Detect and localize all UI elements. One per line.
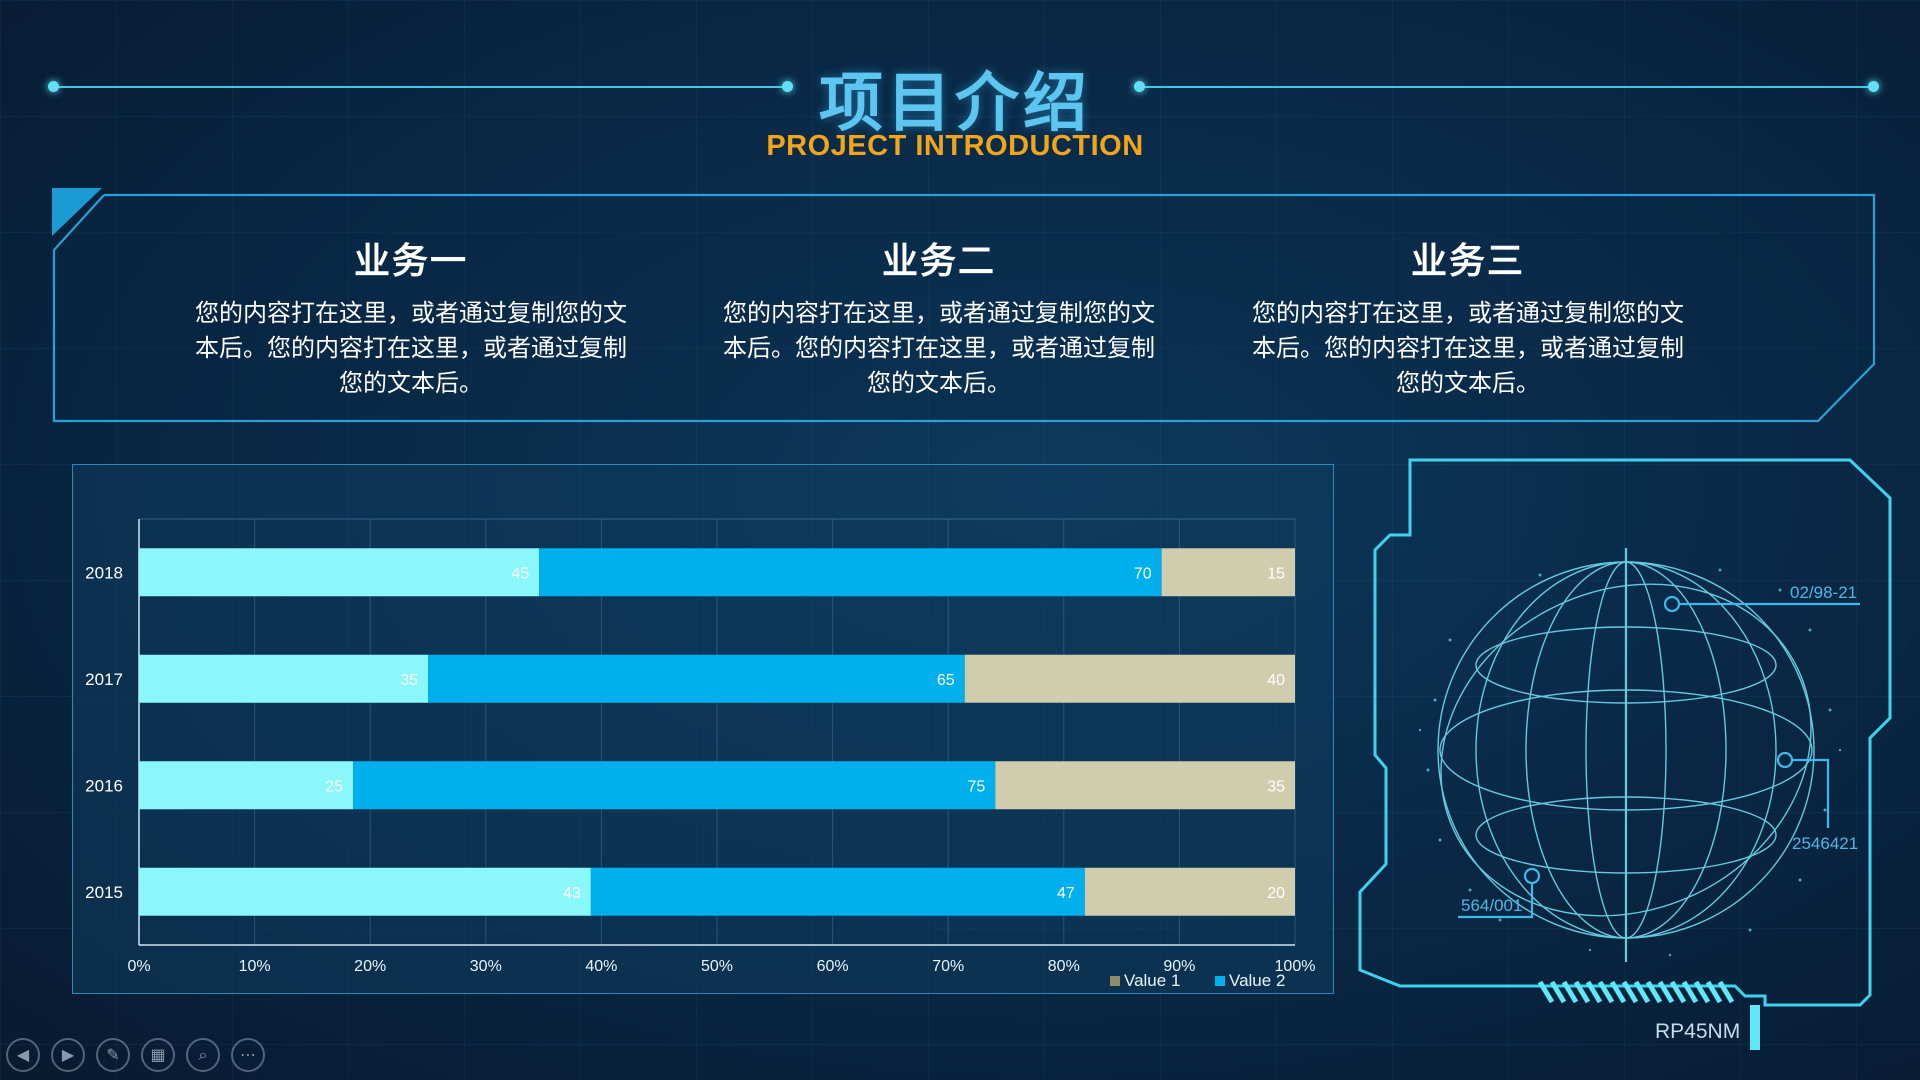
data-label: 20: [1267, 885, 1285, 902]
legend-swatch: [1215, 976, 1225, 986]
chart-legend-item: Value 2: [1215, 971, 1285, 991]
header-dot: [48, 81, 59, 92]
stacked-bar-chart: 0% 10% 20% 30% 40% 50% 60% 70% 80% 90% 100% 2018 45 7…: [85, 518, 1316, 975]
data-label: 25: [325, 778, 343, 795]
pen-button[interactable]: ✎: [96, 1038, 130, 1072]
data-label: 43: [563, 885, 581, 902]
y-tick-label: 2016: [85, 776, 123, 795]
data-label: 35: [1267, 778, 1285, 795]
bar-segment: [590, 867, 1085, 916]
hud-code-label: RP45NM: [1655, 1020, 1741, 1043]
header-line-right: [1140, 86, 1873, 88]
hud-frame: [1358, 458, 1892, 1007]
y-tick-label: 2018: [85, 563, 123, 582]
business-text: 您的内容打在这里，或者通过复制您的文本后。您的内容打在这里，或者通过复制您的文本…: [1252, 299, 1684, 397]
x-tick-label: 0%: [127, 958, 150, 975]
x-tick-label: 60%: [817, 958, 849, 975]
chevron-left-icon: ◀: [16, 1045, 30, 1064]
globe-label: 564/001: [1461, 896, 1523, 915]
x-tick-label: 10%: [239, 958, 271, 975]
zoom-button[interactable]: ⌕: [186, 1038, 220, 1072]
bar-segment: [1084, 867, 1295, 916]
bar-segment: [139, 654, 428, 703]
globe-hud-graphic: [1358, 458, 1892, 1050]
chart-legend-item: Value 1: [1110, 971, 1180, 991]
legend-swatch: [1110, 976, 1120, 986]
bar-segment: [139, 548, 540, 597]
business-title: 业务三: [1410, 241, 1525, 282]
x-tick-label: 30%: [470, 958, 502, 975]
data-label: 70: [1134, 565, 1152, 582]
data-label: 35: [400, 672, 418, 689]
business-item-2: 业务二 您的内容打在这里，或者通过复制您的文本后。您的内容打在这里，或者通过复制…: [714, 232, 1164, 401]
data-label: 65: [937, 672, 955, 689]
page-subtitle: PROJECT INTRODUCTION: [766, 130, 1144, 162]
business-item-1: 业务一 您的内容打在这里，或者通过复制您的文本后。您的内容打在这里，或者通过复制…: [186, 232, 636, 401]
business-text: 您的内容打在这里，或者通过复制您的文本后。您的内容打在这里，或者通过复制您的文本…: [195, 299, 627, 397]
business-title: 业务一: [353, 241, 468, 282]
pen-icon: ✎: [106, 1045, 120, 1064]
globe-wireframe: [1437, 548, 1815, 962]
slideshow-toolbar: ◀ ▶ ✎ ▦ ⌕ ⋯: [6, 1038, 265, 1072]
grid-icon: ▦: [150, 1045, 166, 1064]
next-slide-button[interactable]: ▶: [51, 1038, 85, 1072]
hud-hatch: [1537, 980, 1735, 1004]
y-tick-label: 2015: [85, 883, 123, 902]
legend-label: Value 1: [1124, 971, 1181, 990]
ellipsis-icon: ⋯: [240, 1045, 256, 1064]
globe-label: 2546421: [1792, 834, 1859, 853]
x-tick-label: 100%: [1275, 958, 1316, 975]
x-tick-label: 40%: [585, 958, 617, 975]
bar-segment: [995, 761, 1295, 810]
globe-label: 02/98-21: [1790, 583, 1858, 602]
x-tick-label: 50%: [701, 958, 733, 975]
x-tick-label: 20%: [354, 958, 386, 975]
header-dot: [782, 81, 793, 92]
page-title: 项目介绍: [819, 67, 1091, 141]
x-tick-label: 70%: [932, 958, 964, 975]
data-label: 47: [1057, 885, 1075, 902]
header-line-left: [54, 86, 787, 88]
x-tick-label: 80%: [1048, 958, 1080, 975]
data-label: 15: [1267, 565, 1285, 582]
chart-container: 0% 10% 20% 30% 40% 50% 60% 70% 80% 90% 100% 2018 45 7…: [72, 464, 1334, 994]
globe-callouts: [1458, 595, 1860, 919]
business-item-3: 业务三 您的内容打在这里，或者通过复制您的文本后。您的内容打在这里，或者通过复制…: [1243, 232, 1693, 401]
header-dot: [1868, 81, 1879, 92]
magnifier-icon: ⌕: [198, 1045, 208, 1064]
previous-slide-button[interactable]: ◀: [6, 1038, 40, 1072]
x-tick-label: 90%: [1163, 958, 1195, 975]
bar-segment: [139, 761, 354, 810]
hud-bar-marker: [1750, 1005, 1760, 1050]
panel-corner-accent: [52, 188, 102, 236]
business-panel-frame: [52, 188, 1876, 423]
bar-segment: [964, 654, 1295, 703]
chevron-right-icon: ▶: [61, 1045, 75, 1064]
business-title: 业务二: [881, 241, 996, 282]
bar-segment: [139, 867, 591, 916]
bar-segment: [428, 654, 965, 703]
globe-particles: [1418, 568, 1842, 957]
business-text: 您的内容打在这里，或者通过复制您的文本后。您的内容打在这里，或者通过复制您的文本…: [723, 299, 1155, 397]
header-dot: [1134, 81, 1145, 92]
slides-overview-button[interactable]: ▦: [141, 1038, 175, 1072]
bar-segment: [1161, 548, 1295, 597]
data-label: 45: [511, 565, 529, 582]
data-label: 75: [967, 778, 985, 795]
data-label: 40: [1267, 672, 1285, 689]
more-options-button[interactable]: ⋯: [231, 1038, 265, 1072]
bar-segment: [353, 761, 996, 810]
bar-segment: [539, 548, 1162, 597]
y-tick-label: 2017: [85, 670, 123, 689]
legend-label: Value 2: [1229, 971, 1286, 990]
